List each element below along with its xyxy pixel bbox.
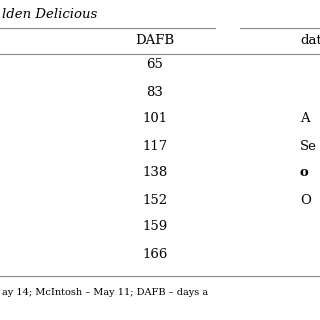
Text: O: O <box>300 194 311 206</box>
Text: 65: 65 <box>147 59 164 71</box>
Text: 152: 152 <box>142 194 168 206</box>
Text: lden Delicious: lden Delicious <box>2 8 97 21</box>
Text: 138: 138 <box>142 166 168 180</box>
Text: Se: Se <box>300 140 317 153</box>
Text: DAFB: DAFB <box>135 34 175 46</box>
Text: dat: dat <box>300 34 320 46</box>
Text: A: A <box>300 113 310 125</box>
Text: 159: 159 <box>142 220 168 234</box>
Text: 101: 101 <box>142 113 168 125</box>
Text: 83: 83 <box>147 85 164 99</box>
Text: o: o <box>300 166 309 180</box>
Text: 117: 117 <box>142 140 168 153</box>
Text: 166: 166 <box>142 247 168 260</box>
Text: ay 14; McIntosh – May 11; DAFB – days a: ay 14; McIntosh – May 11; DAFB – days a <box>2 288 208 297</box>
